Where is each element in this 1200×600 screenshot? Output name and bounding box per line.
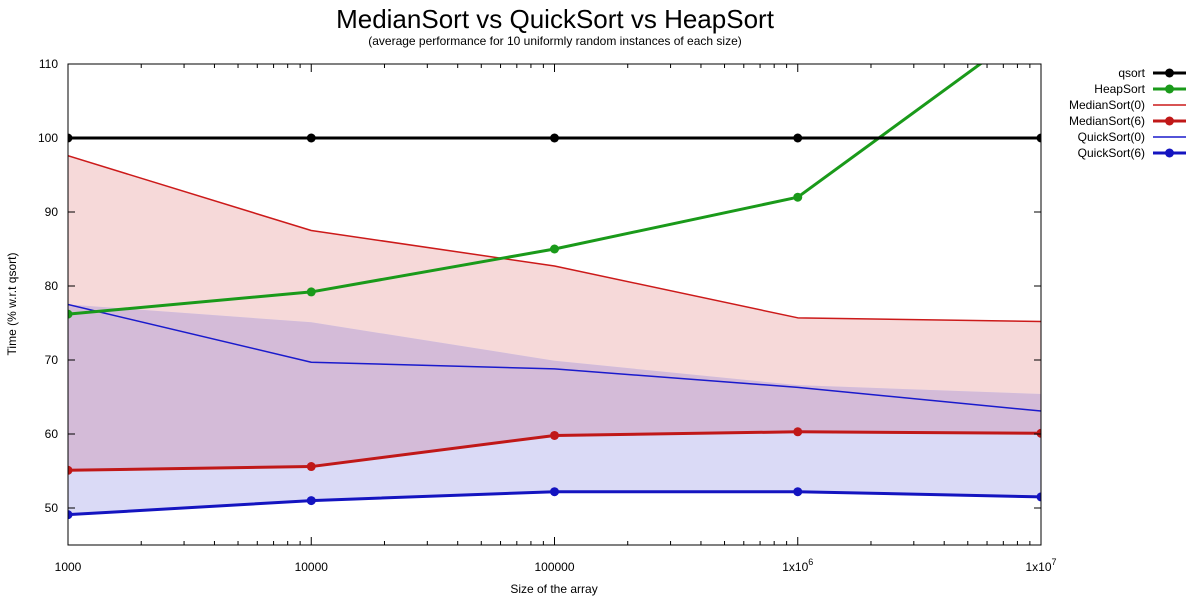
data-point-mediansort-6 [68, 465, 73, 475]
legend-label-mediansort-0: MedianSort(0) [1069, 98, 1145, 112]
axes-layer: 50 60 70 80 90 100 110 1000 10000 100000 1x106 1x10… [38, 57, 1057, 574]
x-tick-label: 100000 [534, 560, 574, 574]
data-point-mediansort-6 [793, 427, 803, 437]
data-point-heapsort [793, 192, 803, 202]
data-point-mediansort-6 [550, 430, 559, 440]
y-axis-label: Time (% w.r.t qsort) [5, 253, 19, 356]
x-tick-label: 10000 [295, 560, 329, 574]
series-layer [68, 64, 1041, 520]
x-axis-label: Size of the array [510, 582, 597, 596]
legend-label-mediansort-6: MedianSort(6) [1069, 114, 1145, 128]
y-tick-label: 60 [45, 427, 59, 441]
y-tick-label: 110 [39, 57, 58, 71]
series-line-mediansort-0 [68, 155, 1041, 323]
y-tick-label: 100 [38, 131, 58, 145]
legend-marker-quicksort-6 [1165, 148, 1174, 158]
data-point-quicksort-6 [793, 487, 803, 497]
data-point-qsort [793, 133, 803, 143]
data-point-heapsort [68, 309, 73, 319]
chart-subtitle: (average performance for 10 uniformly ra… [368, 34, 742, 48]
legend-label-quicksort-0: QuickSort(0) [1078, 130, 1145, 144]
data-point-heapsort [550, 244, 559, 254]
legend-label-quicksort-6: QuickSort(6) [1078, 146, 1145, 160]
legend-marker-heapsort [1165, 84, 1174, 94]
y-tick-label: 90 [45, 205, 59, 219]
data-point-mediansort-6 [1036, 428, 1041, 438]
data-point-quicksort-6 [1036, 492, 1041, 502]
data-point-heapsort [306, 287, 316, 297]
legend: qsort HeapSort MedianSort(0) MedianSort(6) Q… [1069, 66, 1186, 160]
x-tick-label: 1x107 [1025, 557, 1056, 574]
y-tick-label: 50 [45, 501, 59, 515]
chart-title: MedianSort vs QuickSort vs HeapSort [336, 4, 774, 34]
data-point-qsort [550, 133, 559, 143]
data-point-mediansort-6 [306, 462, 316, 472]
series-line-quicksort-0 [68, 303, 1041, 412]
legend-marker-qsort [1165, 68, 1174, 78]
y-tick-label: 80 [45, 279, 59, 293]
x-tick-label: 1000 [55, 560, 82, 574]
data-point-quicksort-6 [68, 510, 73, 520]
data-point-quicksort-6 [306, 496, 316, 506]
x-tick-label: 1x106 [782, 557, 813, 574]
bands-layer [68, 155, 1041, 515]
legend-marker-mediansort-6 [1165, 116, 1174, 126]
legend-label-qsort: qsort [1118, 66, 1145, 80]
data-point-qsort [306, 133, 316, 143]
y-tick-label: 70 [45, 353, 59, 367]
data-point-quicksort-6 [550, 487, 559, 497]
legend-label-heapsort: HeapSort [1094, 82, 1145, 96]
